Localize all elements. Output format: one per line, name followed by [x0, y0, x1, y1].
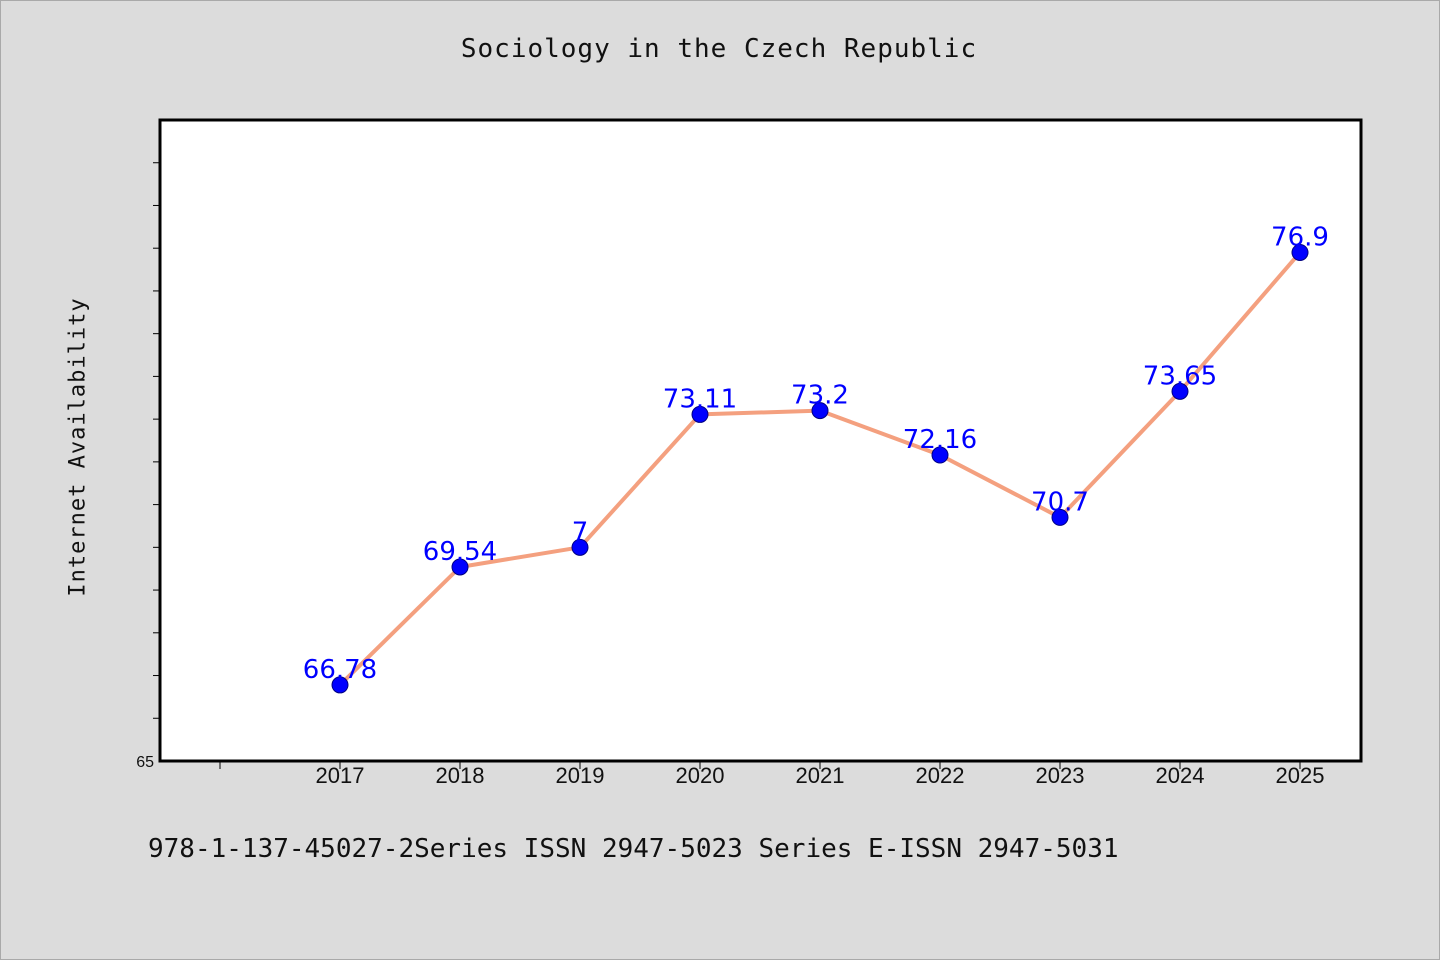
x-tick-label: 2018	[436, 763, 485, 788]
data-label: 70.7	[1031, 487, 1089, 517]
x-tick-label: 2020	[676, 763, 725, 788]
series-markers	[331, 243, 1309, 694]
y-axis-ticks: 65	[136, 162, 160, 771]
data-label: 72.16	[903, 425, 977, 455]
data-labels: 66.78 69.54 7 73.11 73.2 72.16 70.7 73.65 76.9	[303, 222, 1329, 684]
x-tick-label: 2019	[556, 763, 605, 788]
data-point	[571, 538, 589, 556]
data-label: 73.11	[663, 384, 737, 414]
data-label: 73.2	[791, 381, 849, 411]
x-tick-label: 2017	[316, 763, 365, 788]
y-tick-label: 65	[136, 754, 154, 771]
data-label: 76.9	[1271, 222, 1329, 252]
footer-text: 978-1-137-45027-2Series ISSN 2947-5023 S…	[148, 834, 1119, 864]
x-tick-label: 2023	[1036, 763, 1085, 788]
data-point	[1051, 508, 1069, 526]
data-point	[1291, 243, 1309, 261]
data-point	[931, 446, 949, 464]
data-label: 73.65	[1143, 361, 1217, 391]
data-label: 69.54	[423, 537, 497, 567]
x-tick-label: 2024	[1156, 763, 1205, 788]
x-axis-ticks: 2017 2018 2019 2020 2021 2022 2023 2024 2025	[219, 761, 1325, 788]
chart-title: Sociology in the Czech Republic	[460, 34, 978, 64]
x-tick-label: 2021	[796, 763, 845, 788]
data-point	[331, 676, 349, 694]
data-point	[1171, 382, 1189, 400]
data-label: 7	[572, 517, 589, 547]
data-label: 66.78	[303, 655, 377, 685]
data-point	[811, 402, 829, 420]
x-tick-label: 2022	[916, 763, 965, 788]
data-point	[451, 558, 469, 576]
plot-area	[158, 118, 1363, 763]
data-point	[691, 405, 709, 423]
x-tick-label: 2025	[1276, 763, 1325, 788]
